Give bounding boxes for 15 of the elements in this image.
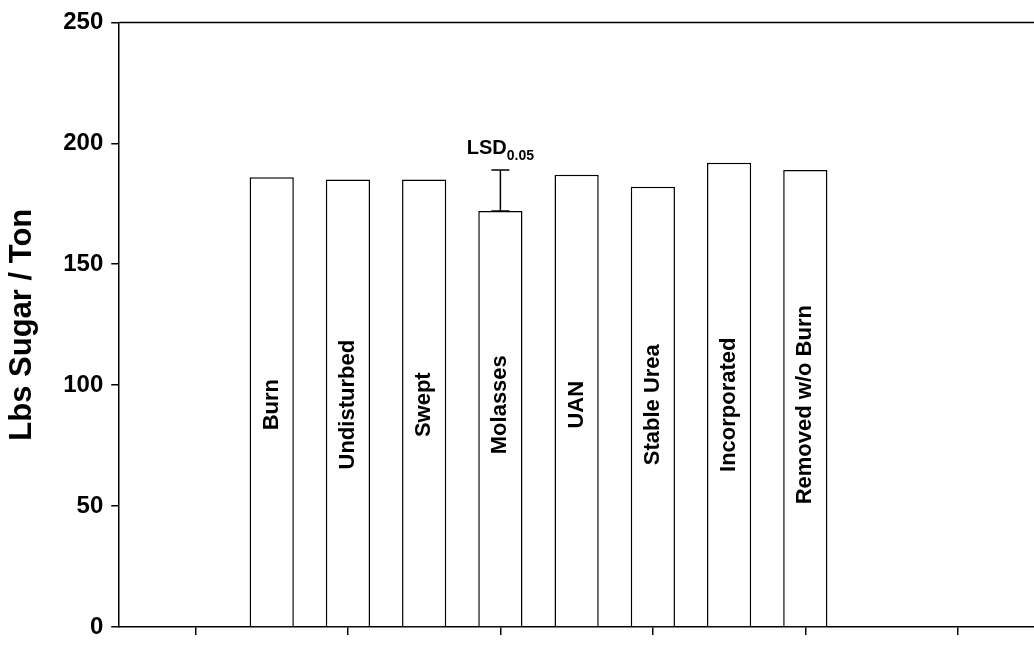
x-tick-label: Removed w/o Burn: [791, 305, 817, 505]
x-tick-label: Incorporated: [715, 337, 741, 472]
y-tick-label: 250: [63, 7, 104, 35]
x-tick-label: Molasses: [486, 355, 512, 455]
y-tick-label: 0: [89, 611, 104, 639]
y-tick-label: 100: [63, 369, 104, 397]
y-tick-label: 150: [63, 248, 104, 276]
y-tick-label: 50: [76, 490, 104, 518]
y-tick-label: 200: [63, 127, 104, 155]
x-tick-label: Burn: [257, 379, 283, 431]
y-axis-title: Lbs Sugar / Ton: [3, 208, 39, 441]
x-tick-label: Stable Urea: [638, 343, 664, 466]
x-tick-label: Swept: [410, 371, 436, 438]
x-tick-label: UAN: [562, 380, 588, 429]
x-tick-label: Undisturbed: [333, 339, 359, 470]
